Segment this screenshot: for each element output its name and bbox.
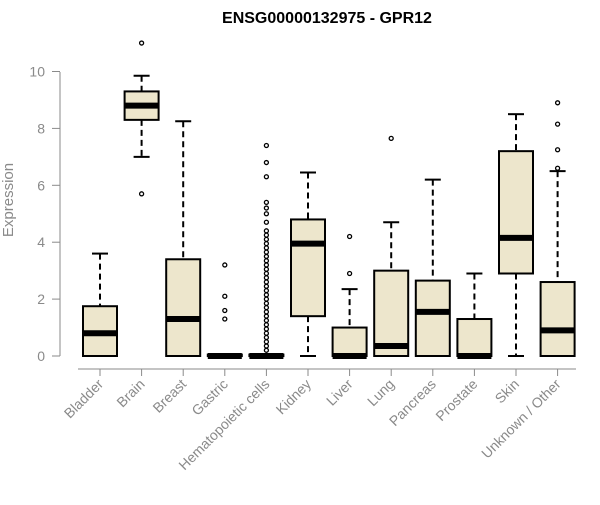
- outlier-point: [263, 334, 270, 341]
- outlier-point: [263, 270, 270, 277]
- y-axis-label: Expression: [0, 163, 17, 237]
- outlier-point: [263, 262, 270, 268]
- x-tick-label: Breast: [149, 376, 189, 416]
- box-breast: [165, 120, 202, 357]
- x-tick-label: Liver: [323, 376, 356, 409]
- outlier-point: [263, 266, 270, 272]
- outlier-point: [263, 228, 270, 234]
- outlier-point: [263, 279, 270, 285]
- x-tick-label: Lung: [364, 376, 397, 409]
- outlier-point: [554, 121, 561, 127]
- outlier-point: [222, 316, 228, 322]
- outlier-point: [263, 317, 270, 324]
- box-body: [331, 326, 368, 357]
- outlier-point: [263, 304, 270, 311]
- x-tick-label: Kidney: [273, 376, 315, 418]
- x-tick-label: Brain: [113, 376, 147, 410]
- outlier-point: [138, 191, 145, 197]
- outlier-point: [263, 292, 270, 298]
- outlier-point: [263, 343, 270, 349]
- outlier-point: [138, 40, 145, 46]
- box-body: [414, 279, 451, 358]
- y-tick-label: 6: [37, 177, 45, 193]
- outlier-point: [263, 159, 270, 166]
- x-tick-label: Prostate: [432, 376, 480, 424]
- box-kidney: [290, 171, 326, 357]
- box-body: [539, 281, 576, 357]
- box-prostate: [456, 272, 493, 359]
- x-tick-label: Bladder: [61, 376, 107, 422]
- box-body: [373, 269, 410, 357]
- outlier-point: [263, 275, 270, 281]
- outlier-point: [263, 219, 270, 225]
- outlier-point: [263, 249, 270, 255]
- outlier-point: [263, 326, 270, 332]
- box-body: [290, 218, 326, 318]
- outlier-point: [263, 253, 270, 260]
- outlier-point: [263, 205, 270, 211]
- outlier-point: [263, 339, 270, 345]
- box-gastric: [206, 262, 243, 359]
- outlier-point: [222, 293, 228, 299]
- y-tick-label: 8: [37, 120, 45, 136]
- outlier-point: [263, 174, 270, 180]
- outlier-point: [263, 211, 270, 217]
- box-lung: [373, 135, 410, 357]
- outlier-point: [263, 309, 270, 315]
- box-pancreas: [414, 178, 451, 358]
- box-brain: [123, 40, 160, 197]
- outlier-point: [263, 330, 270, 336]
- y-tick-label: 4: [37, 234, 45, 250]
- box-body: [165, 258, 202, 357]
- outlier-point: [263, 232, 270, 238]
- box-bladder: [82, 252, 118, 357]
- outlier-point: [222, 262, 228, 268]
- outlier-point: [263, 199, 270, 206]
- box-body: [456, 318, 493, 358]
- y-tick-label: 10: [29, 64, 45, 80]
- outlier-point: [263, 258, 270, 264]
- x-tick-label: Unknown / Other: [478, 376, 564, 462]
- y-tick-label: 2: [37, 291, 45, 307]
- outlier-point: [554, 100, 561, 106]
- outlier-point: [263, 283, 270, 289]
- box-unknown-other: [539, 100, 576, 357]
- outlier-point: [263, 313, 270, 319]
- outlier-point: [554, 165, 561, 171]
- outlier-point: [263, 287, 270, 294]
- box-series: [82, 40, 576, 359]
- box-skin: [498, 113, 534, 357]
- outlier-point: [346, 233, 353, 240]
- outlier-point: [263, 300, 270, 307]
- outlier-point: [263, 296, 270, 302]
- outlier-point: [263, 236, 270, 243]
- y-axis-ticks: 0 2 4 6 8 10: [29, 64, 60, 364]
- outlier-point: [263, 142, 270, 149]
- outlier-point: [554, 147, 561, 153]
- chart-title: ENSG00000132975 - GPR12: [222, 10, 432, 27]
- outlier-point: [346, 270, 353, 277]
- outlier-point: [388, 135, 394, 142]
- x-tick-label: Skin: [492, 376, 523, 407]
- y-tick-label: 0: [37, 348, 45, 364]
- box-hematopoietic-cells: [248, 142, 285, 359]
- box-body: [498, 150, 534, 275]
- outlier-point: [263, 245, 270, 251]
- outlier-point: [263, 240, 270, 247]
- box-liver: [331, 233, 368, 359]
- outlier-point: [222, 307, 228, 314]
- outlier-point: [263, 322, 270, 328]
- outlier-point: [263, 347, 270, 353]
